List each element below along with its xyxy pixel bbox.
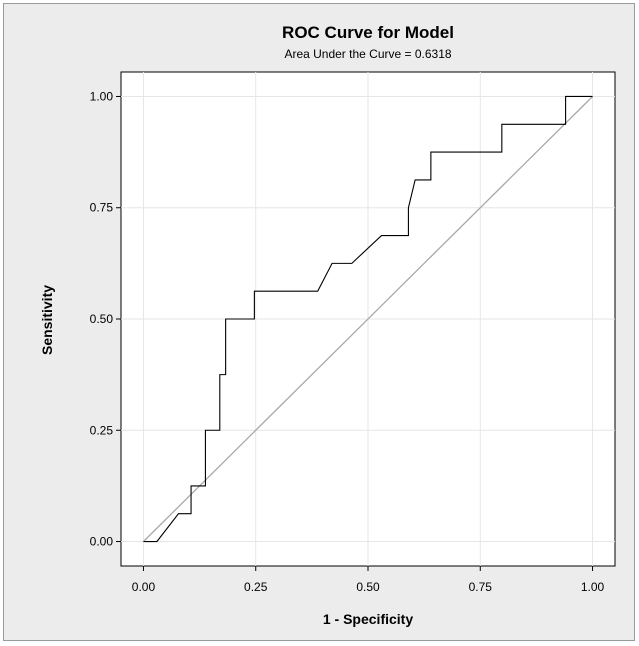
y-axis-label: Sensitivity	[39, 285, 55, 355]
chart-subtitle: Area Under the Curve = 0.6318	[284, 47, 451, 61]
y-tick-label: 1.00	[90, 89, 114, 103]
roc-curve-line	[143, 95, 593, 543]
x-tick-label: 0.50	[356, 580, 380, 594]
series-group	[142, 95, 594, 543]
x-axis-label: 1 - Specificity	[323, 611, 413, 627]
x-tick-label: 0.75	[469, 580, 493, 594]
y-tick-label: 0.50	[90, 312, 114, 326]
x-tick-label: 0.00	[132, 580, 156, 594]
axis-ticks: 0.00 0.25 0.50 0.75 1.00 0.00 0.25 0.50 0.75 1.00	[90, 89, 605, 594]
chart-title: ROC Curve for Model	[282, 23, 454, 42]
x-tick-label: 1.00	[581, 580, 605, 594]
reference-diagonal-line	[142, 96, 594, 542]
y-tick-label: 0.25	[90, 423, 114, 437]
x-tick-label: 0.25	[244, 580, 268, 594]
y-tick-label: 0.75	[90, 201, 114, 215]
y-tick-label: 0.00	[90, 535, 114, 549]
